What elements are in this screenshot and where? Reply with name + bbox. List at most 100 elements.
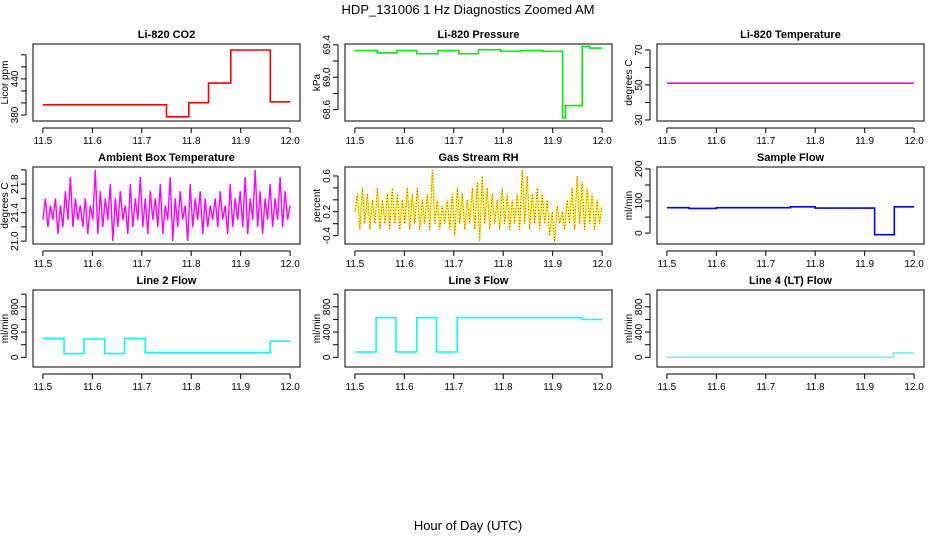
plot-box [344, 43, 613, 122]
y-tick-label: 0 [10, 354, 21, 360]
y-tick-label: 0 [634, 354, 645, 360]
y-tick-label: 200 [634, 160, 645, 177]
x-tick-label: 11.8 [806, 136, 825, 147]
y-tick-label: 69.0 [322, 67, 333, 87]
y-axis-label: degrees C [624, 59, 635, 105]
y-tick-label: 0 [322, 354, 333, 360]
x-tick-label: 11.6 [83, 259, 102, 270]
y-tick-label: 800 [322, 298, 333, 315]
x-tick-label: 11.6 [83, 136, 102, 147]
x-tick-label: 11.6 [395, 382, 414, 393]
panel-9: Line 4 (LT) Flow ml/min 11.5 11.6 11.7 11.8 11… [624, 275, 925, 393]
y-tick-label: 100 [634, 192, 645, 209]
x-tick-label: 11.7 [756, 259, 775, 270]
plot-box [32, 289, 301, 368]
x-tick-label: 11.6 [395, 259, 414, 270]
x-tick-label: 11.6 [707, 259, 726, 270]
x-tick-label: 11.8 [494, 259, 513, 270]
data-series-line [354, 45, 603, 119]
x-tick-label: 11.9 [231, 259, 250, 270]
x-tick-label: 11.5 [346, 259, 365, 270]
panel-title: Li-820 CO2 [138, 29, 195, 41]
panel-8: Line 3 Flow ml/min 11.5 11.6 11.7 11.8 11.9 12.… [312, 275, 613, 393]
y-tick-label: 21.8 [10, 174, 21, 194]
panel-title: Sample Flow [757, 152, 825, 164]
y-tick-label: 0.6 [322, 169, 333, 183]
plot-box [32, 43, 301, 122]
y-tick-label: -0.4 [322, 227, 333, 245]
x-tick-label: 11.9 [231, 136, 250, 147]
panel-title: Line 2 Flow [137, 275, 197, 287]
x-tick-label: 11.6 [395, 136, 414, 147]
y-axis-label: ml/min [624, 314, 635, 343]
panel-title: Line 4 (LT) Flow [749, 275, 832, 287]
x-tick-label: 11.5 [346, 136, 365, 147]
x-tick-label: 11.8 [806, 382, 825, 393]
plot-box [32, 166, 301, 245]
x-tick-label: 11.6 [83, 382, 102, 393]
x-tick-label: 12.0 [592, 259, 612, 270]
panel-3: Li-820 Temperature degrees C 11.5 11.6 11.7 1… [624, 29, 925, 147]
panel-5: Gas Stream RH percent 11.5 11.6 11.7 11.8 11.9… [312, 152, 613, 270]
y-tick-label: 21.4 [10, 202, 21, 222]
y-axis-label: kPa [312, 73, 323, 91]
x-tick-label: 11.7 [444, 259, 463, 270]
y-axis-label: ml/min [624, 191, 635, 220]
y-axis-label: degrees C [0, 182, 11, 228]
panel-title: Ambient Box Temperature [98, 152, 235, 164]
panel-title: Gas Stream RH [438, 152, 518, 164]
plot-box [656, 43, 925, 122]
panel-6: Sample Flow ml/min 11.5 11.6 11.7 11.8 11.9 12.… [624, 152, 925, 270]
y-axis-label: ml/min [312, 314, 323, 343]
panel-4: Ambient Box Temperature degrees C 11.5 11.6… [0, 152, 301, 270]
x-tick-label: 11.5 [34, 136, 53, 147]
x-tick-label: 12.0 [592, 382, 612, 393]
panel-title: Line 3 Flow [449, 275, 509, 287]
y-tick-label: 0 [634, 230, 645, 236]
x-tick-label: 11.5 [658, 382, 677, 393]
y-axis-label: ml/min [0, 314, 11, 343]
x-tick-label: 11.7 [132, 382, 151, 393]
x-tick-label: 11.7 [132, 259, 151, 270]
y-tick-label: 50 [634, 79, 645, 91]
x-tick-label: 12.0 [904, 259, 924, 270]
plot-box [656, 166, 925, 245]
x-tick-label: 12.0 [280, 382, 300, 393]
y-tick-label: 69.4 [322, 35, 333, 55]
x-tick-label: 11.7 [444, 136, 463, 147]
x-tick-label: 11.8 [182, 382, 201, 393]
x-tick-label: 11.9 [855, 259, 874, 270]
data-series-line [42, 337, 291, 355]
x-tick-label: 11.7 [132, 136, 151, 147]
y-axis-label: Licor ppm [0, 61, 11, 105]
x-tick-label: 11.9 [231, 382, 250, 393]
y-tick-label: 440 [10, 70, 21, 87]
y-tick-label: 68.6 [322, 99, 333, 119]
x-tick-label: 11.5 [34, 259, 53, 270]
x-tick-label: 11.9 [855, 382, 874, 393]
panel-2: Li-820 Pressure kPa 11.5 11.6 11.7 11.8 11.9 12… [312, 29, 613, 147]
x-tick-label: 11.9 [855, 136, 874, 147]
x-tick-label: 12.0 [280, 136, 300, 147]
y-tick-label: 70 [634, 44, 645, 56]
figure-title: HDP_131006 1 Hz Diagnostics Zoomed AM [341, 2, 595, 17]
x-tick-label: 11.5 [34, 382, 53, 393]
x-tick-label: 11.8 [806, 259, 825, 270]
x-tick-label: 11.9 [543, 259, 562, 270]
x-tick-label: 11.6 [707, 136, 726, 147]
x-axis-label: Hour of Day (UTC) [413, 518, 523, 533]
y-axis-label: percent [312, 189, 323, 223]
x-tick-label: 11.6 [707, 382, 726, 393]
x-tick-label: 11.5 [346, 382, 365, 393]
y-tick-label: 400 [634, 323, 645, 340]
x-tick-label: 11.9 [543, 382, 562, 393]
x-tick-label: 12.0 [280, 259, 300, 270]
x-tick-label: 11.7 [756, 136, 775, 147]
x-tick-label: 12.0 [592, 136, 612, 147]
x-tick-label: 12.0 [904, 136, 924, 147]
plot-box [656, 289, 925, 368]
y-tick-label: 21.0 [10, 231, 21, 251]
panel-title: Li-820 Temperature [740, 29, 841, 41]
x-tick-label: 11.8 [494, 136, 513, 147]
